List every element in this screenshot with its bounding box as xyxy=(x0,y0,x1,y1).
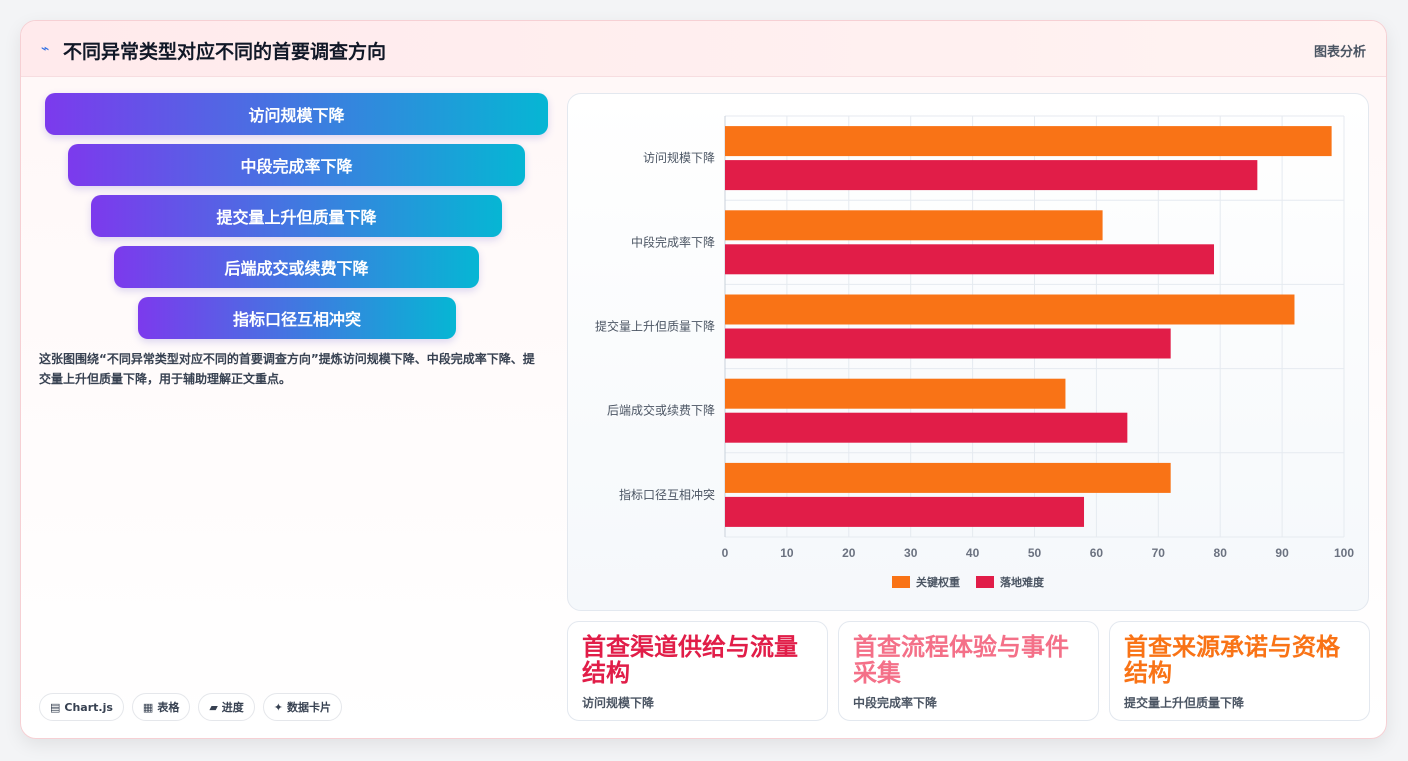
x-tick-label: 30 xyxy=(904,546,918,560)
funnel-step-label: 提交量上升但质量下降 xyxy=(216,208,377,227)
y-tick-label: 中段完成率下降 xyxy=(631,234,715,249)
y-tick-label: 后端成交或续费下降 xyxy=(607,403,715,418)
x-tick-label: 80 xyxy=(1214,546,1228,560)
chart-panel: 0 10 20 30 40 50 60 70 80 90 100 访问规模下降中段完成率下降提交量上升… xyxy=(567,93,1369,611)
funnel-step-label: 指标口径互相冲突 xyxy=(232,310,361,329)
bar xyxy=(725,412,1128,443)
bar-chart: 0 10 20 30 40 50 60 70 80 90 100 访问规模下降中段完成率下降提交量上升… xyxy=(595,115,1354,589)
chip-data-card[interactable]: ✦ 数据卡片 xyxy=(262,693,343,721)
insight-card: 首查渠道供给与流量结构 访问规模下降 xyxy=(567,621,828,721)
insight-card-subtitle: 提交量上升但质量下降 xyxy=(1124,696,1245,710)
legend-swatch xyxy=(892,576,910,588)
feature-chips: ▤ Chart.js ▦ 表格 ▰ 进度 ✦ 数据卡片 xyxy=(39,693,343,721)
x-tick-label: 10 xyxy=(780,546,794,560)
funnel-step: 中段完成率下降 xyxy=(68,144,525,186)
y-tick-label: 指标口径互相冲突 xyxy=(619,487,715,502)
funnel-step-label: 中段完成率下降 xyxy=(240,157,353,176)
main-card: ⌁ 不同异常类型对应不同的首要调查方向 图表分析 访问规模下降 中段完成率下降 … xyxy=(20,20,1387,739)
zigzag-arrow-icon: ⌁ xyxy=(41,41,50,57)
funnel-step: 后端成交或续费下降 xyxy=(114,246,479,288)
progress-icon: ▰ xyxy=(209,700,218,714)
chart-icon: ▤ xyxy=(50,700,61,714)
funnel-step: 访问规模下降 xyxy=(45,93,548,135)
y-tick-label: 提交量上升但质量下降 xyxy=(595,319,715,334)
page-title: 不同异常类型对应不同的首要调查方向 xyxy=(63,41,387,63)
chip-label: Chart.js xyxy=(64,700,113,714)
bar xyxy=(725,210,1103,241)
funnel-step: 提交量上升但质量下降 xyxy=(91,195,502,237)
sparkle-icon: ✦ xyxy=(273,700,284,714)
bar xyxy=(725,126,1332,157)
x-tick-label: 50 xyxy=(1028,546,1042,560)
header-tag: 图表分析 xyxy=(1313,45,1366,60)
x-tick-label: 20 xyxy=(842,546,856,560)
x-tick-label: 40 xyxy=(966,546,980,560)
bar xyxy=(725,294,1295,325)
insight-card-title: 首查渠道供给与流量结构 xyxy=(582,633,798,687)
x-tick-label: 100 xyxy=(1334,546,1354,560)
insight-card-title: 首查来源承诺与资格结构 xyxy=(1124,633,1340,687)
x-tick-label: 70 xyxy=(1152,546,1166,560)
bar xyxy=(725,244,1215,275)
legend-swatch xyxy=(976,576,994,588)
insight-card-subtitle: 中段完成率下降 xyxy=(853,696,938,710)
chart-description: 这张图围绕“不同异常类型对应不同的首要调查方向”提炼访问规模下降、中段完成率下降… xyxy=(39,352,535,386)
funnel-step-label: 后端成交或续费下降 xyxy=(224,259,369,278)
legend-label: 关键权重 xyxy=(916,575,960,589)
x-tick-label: 60 xyxy=(1090,546,1104,560)
insight-card-subtitle: 访问规模下降 xyxy=(582,696,655,710)
bar xyxy=(725,378,1066,409)
bar xyxy=(725,496,1085,527)
bar xyxy=(725,328,1171,359)
insight-card-title: 首查流程体验与事件采集 xyxy=(853,633,1069,687)
funnel-step: 指标口径互相冲突 xyxy=(138,297,456,339)
bar xyxy=(725,462,1171,493)
chip-label: 数据卡片 xyxy=(287,701,332,714)
insight-card: 首查流程体验与事件采集 中段完成率下降 xyxy=(838,621,1099,721)
x-tick-label: 90 xyxy=(1275,546,1289,560)
funnel-step-label: 访问规模下降 xyxy=(248,106,345,125)
chip-progress[interactable]: ▰ 进度 xyxy=(198,693,255,721)
chip-label: 表格 xyxy=(157,701,180,714)
table-icon: ▦ xyxy=(142,700,154,714)
card-header: ⌁ 不同异常类型对应不同的首要调查方向 图表分析 xyxy=(21,21,1386,77)
chip-chartjs[interactable]: ▤ Chart.js xyxy=(39,693,124,721)
chip-label: 进度 xyxy=(221,701,244,714)
y-tick-label: 访问规模下降 xyxy=(643,150,715,165)
legend-label: 落地难度 xyxy=(1000,575,1045,589)
x-tick-label: 0 xyxy=(722,546,729,560)
insight-card: 首查来源承诺与资格结构 提交量上升但质量下降 xyxy=(1109,621,1370,721)
chip-table[interactable]: ▦ 表格 xyxy=(131,693,191,721)
bar xyxy=(725,160,1258,191)
